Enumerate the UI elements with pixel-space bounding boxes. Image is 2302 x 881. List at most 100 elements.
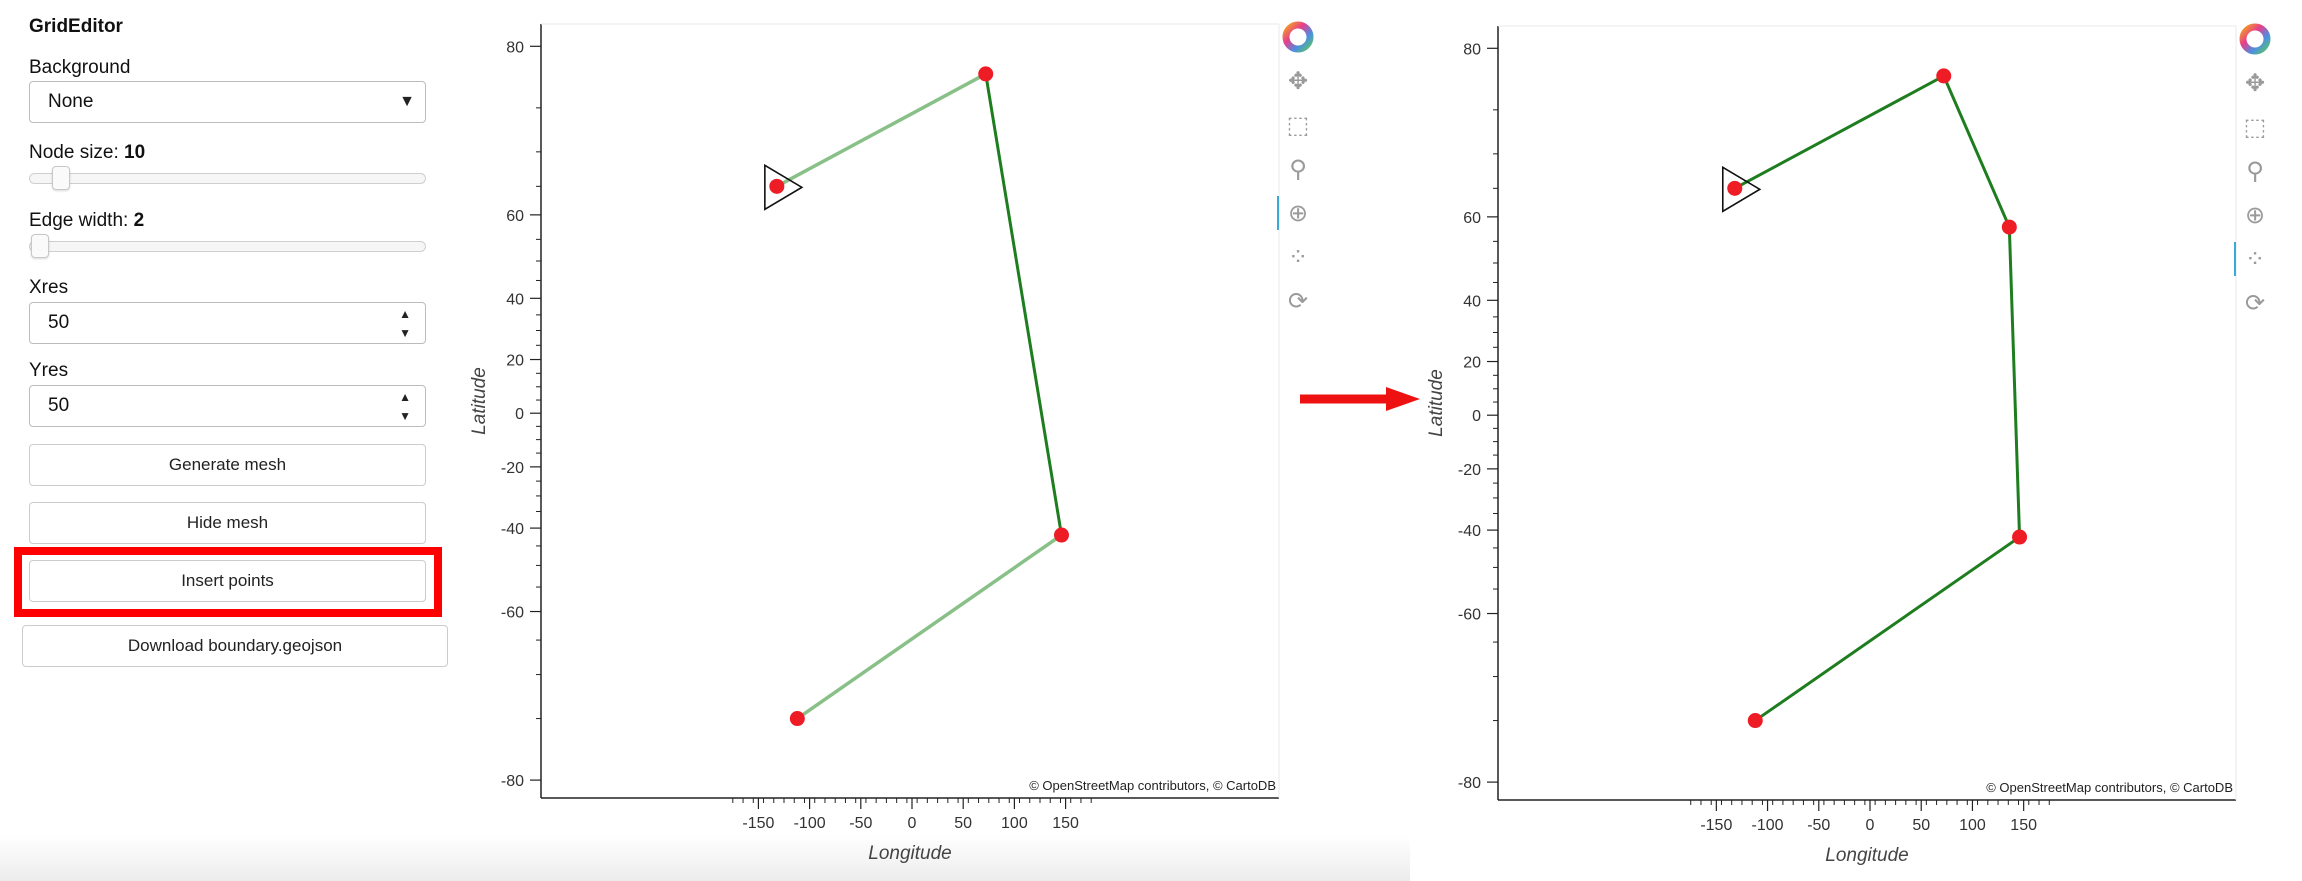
x-tick-label: -150 xyxy=(742,815,774,832)
y-tick-label: 60 xyxy=(1463,210,1481,227)
boundary-node xyxy=(1747,713,1763,729)
y-tick-label: 60 xyxy=(506,208,524,225)
sidebar: GridEditor Background None ▼ Node size: … xyxy=(0,0,460,881)
y-tick-label: -20 xyxy=(501,460,524,477)
boundary-node xyxy=(2012,529,2028,545)
y-tick-label: -80 xyxy=(501,773,524,790)
x-axis-title: Longitude xyxy=(1825,845,1908,866)
x-tick-label: -150 xyxy=(1700,817,1732,834)
boundary-node xyxy=(1727,180,1743,196)
boundary-edge xyxy=(1733,74,1946,190)
boundary-node xyxy=(769,178,785,194)
start-marker-icon xyxy=(1721,165,1762,213)
y-axis-title: Latitude xyxy=(1426,369,1447,437)
highlight-box xyxy=(14,547,442,617)
x-tick-label: 150 xyxy=(2010,817,2037,834)
node-size-slider-handle[interactable] xyxy=(51,166,70,190)
xres-input[interactable]: 50 ▲ ▼ xyxy=(29,302,426,344)
edge-width-value: 2 xyxy=(133,210,145,231)
spin-up-icon[interactable]: ▲ xyxy=(399,307,411,321)
x-axis-title: Longitude xyxy=(868,843,951,864)
edge-width-slider-handle[interactable] xyxy=(31,234,49,258)
point-draw-icon[interactable]: ⊕ xyxy=(1277,196,1315,230)
background-label: Background xyxy=(29,57,131,78)
x-tick-label: 150 xyxy=(1052,815,1079,832)
y-tick-label: 0 xyxy=(1472,408,1481,425)
download-boundary-button[interactable]: Download boundary.geojson xyxy=(22,625,448,667)
background-select-value: None xyxy=(48,91,94,112)
y-tick-label: -60 xyxy=(1458,607,1481,624)
hide-mesh-button[interactable]: Hide mesh xyxy=(29,502,426,544)
color-wheel-icon[interactable] xyxy=(1281,20,1315,54)
wheel-zoom-icon[interactable]: ⚲ xyxy=(1289,155,1307,183)
active-tool-indicator xyxy=(2234,242,2236,276)
reset-icon[interactable]: ⟳ xyxy=(1287,287,1309,315)
boundary-node xyxy=(789,711,805,727)
background-select[interactable]: None ▼ xyxy=(29,81,426,123)
yres-value: 50 xyxy=(48,395,70,416)
y-tick-label: 20 xyxy=(1463,355,1481,372)
boundary-edge xyxy=(1942,74,2011,229)
box-zoom-icon[interactable]: ⬚ xyxy=(1286,111,1310,139)
color-wheel-icon[interactable] xyxy=(2238,22,2272,56)
caret-down-icon: ▼ xyxy=(399,93,415,110)
edge-width-label-text: Edge width: xyxy=(29,210,134,231)
spin-up-icon[interactable]: ▲ xyxy=(399,390,411,404)
boundary-edge xyxy=(775,72,988,189)
boundary-edge xyxy=(984,72,1063,537)
vertex-edit-icon[interactable]: ⁘ xyxy=(1287,243,1309,271)
box-zoom-icon[interactable]: ⬚ xyxy=(2243,113,2267,141)
x-tick-label: -100 xyxy=(794,815,826,832)
pan-icon[interactable]: ✥ xyxy=(1287,67,1309,95)
x-tick-label: 0 xyxy=(908,815,917,832)
y-tick-label: 40 xyxy=(1463,293,1481,310)
active-tool-indicator xyxy=(1277,196,1279,230)
y-tick-label: 40 xyxy=(506,291,524,308)
x-tick-label: -50 xyxy=(1807,817,1830,834)
x-tick-label: -50 xyxy=(849,815,872,832)
node-size-label-text: Node size: xyxy=(29,142,125,163)
wheel-zoom-icon[interactable]: ⚲ xyxy=(2246,157,2264,185)
generate-mesh-button[interactable]: Generate mesh xyxy=(29,444,426,486)
reset-icon[interactable]: ⟳ xyxy=(2244,289,2266,317)
y-tick-label: 80 xyxy=(1463,41,1481,58)
boundary-node xyxy=(2001,219,2017,235)
map-attribution: © OpenStreetMap contributors, © CartoDB xyxy=(1029,778,1276,793)
boundary-edge xyxy=(2007,225,2022,539)
y-tick-label: -60 xyxy=(501,605,524,622)
xres-value: 50 xyxy=(48,312,70,333)
boundary-edge xyxy=(795,533,1064,721)
yres-input[interactable]: 50 ▲ ▼ xyxy=(29,385,426,427)
x-tick-label: 100 xyxy=(1001,815,1028,832)
y-tick-label: -80 xyxy=(1458,775,1481,792)
y-tick-label: 20 xyxy=(506,353,524,370)
spin-down-icon[interactable]: ▼ xyxy=(399,409,411,423)
map-attribution: © OpenStreetMap contributors, © CartoDB xyxy=(1986,780,2233,795)
x-tick-label: 100 xyxy=(1959,817,1986,834)
y-tick-label: 80 xyxy=(506,39,524,56)
y-axis-title: Latitude xyxy=(469,367,490,435)
arrow-right-icon xyxy=(1300,387,1420,411)
bottom-fade xyxy=(0,835,1410,881)
insert-points-button[interactable]: Insert points xyxy=(29,560,426,602)
point-draw-icon[interactable]: ⊕ xyxy=(2244,201,2266,229)
node-size-slider[interactable] xyxy=(29,173,426,184)
boundary-edge xyxy=(1753,535,2022,723)
start-marker-icon xyxy=(764,163,804,211)
edge-width-slider[interactable] xyxy=(29,241,426,252)
x-tick-label: 50 xyxy=(1912,817,1930,834)
edge-width-label: Edge width: 2 xyxy=(29,210,144,232)
spin-down-icon[interactable]: ▼ xyxy=(399,326,411,340)
plot-before[interactable]: -150 -100 -50 0 50 100 150 80 60 40 20 0 -20 -40 -60 -8… xyxy=(0,0,1300,881)
yres-label: Yres xyxy=(29,360,69,381)
boundary-node xyxy=(1936,68,1952,84)
y-tick-label: -20 xyxy=(1458,462,1481,479)
y-tick-label: 0 xyxy=(515,406,524,423)
pan-icon[interactable]: ✥ xyxy=(2244,69,2266,97)
vertex-edit-icon[interactable]: ⁘ xyxy=(2234,242,2272,276)
node-size-label: Node size: 10 xyxy=(29,142,145,164)
x-tick-label: -100 xyxy=(1752,817,1784,834)
x-tick-label: 50 xyxy=(954,815,972,832)
node-size-value: 10 xyxy=(124,142,146,163)
